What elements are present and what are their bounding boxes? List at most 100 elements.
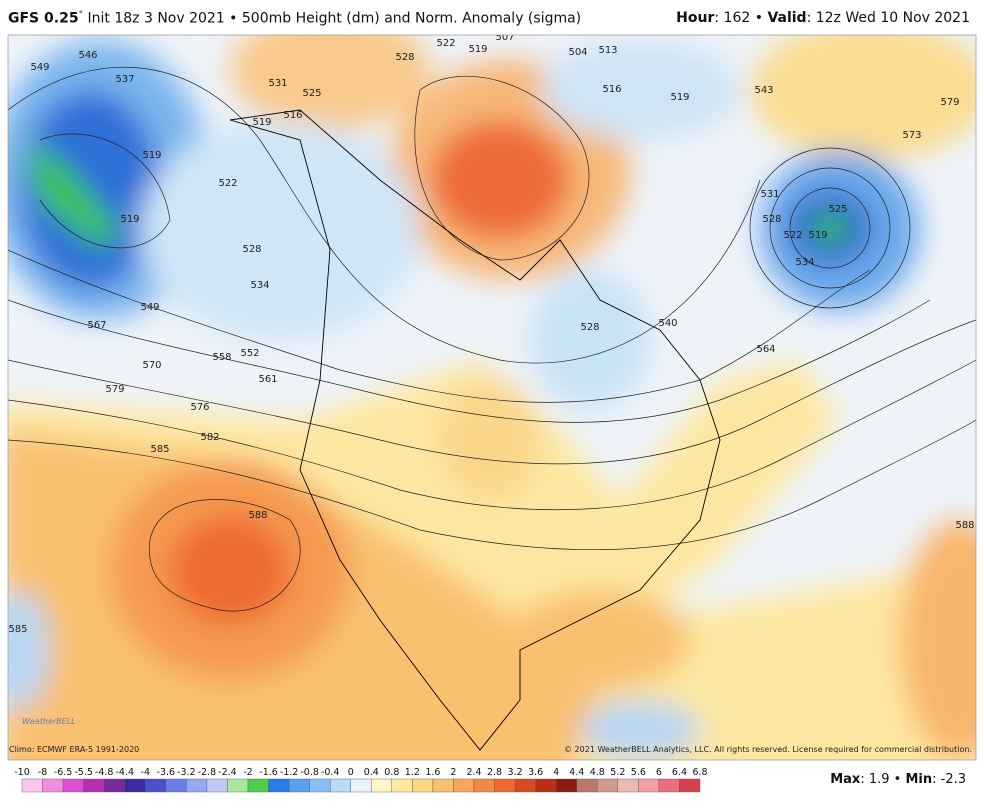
- contour-label: 561: [258, 374, 277, 385]
- contour-label: 549: [140, 302, 159, 313]
- colorbar-swatch: [432, 778, 454, 793]
- contour-label: 519: [808, 230, 827, 241]
- colorbar-swatch: [83, 778, 105, 793]
- colorbar-label: -1.2: [280, 767, 299, 778]
- contour-label: 567: [87, 320, 106, 331]
- colorbar-label: -2.4: [218, 767, 237, 778]
- colorbar-label: -4.8: [95, 767, 114, 778]
- colorbar-swatch: [124, 778, 146, 793]
- colorbar-label: -2.8: [198, 767, 217, 778]
- contour-label: 525: [302, 88, 321, 99]
- colorbar-swatch: [145, 778, 167, 793]
- colorbar-label: 0.8: [384, 767, 399, 778]
- colorbar-label: -10: [14, 767, 30, 778]
- colorbar-swatch: [350, 778, 372, 793]
- colorbar-label: 6: [656, 767, 662, 778]
- colorbar-label: -2: [243, 767, 252, 778]
- colorbar-label: 4: [553, 767, 559, 778]
- colorbar-swatch: [165, 778, 187, 793]
- contour-label: 528: [242, 244, 261, 255]
- stats: Max: 1.9 • Min: -2.3: [830, 772, 966, 787]
- contour-label: 516: [283, 110, 302, 121]
- colorbar-swatch: [42, 778, 64, 793]
- contour-label: 531: [268, 78, 287, 89]
- contour-label: 528: [762, 214, 781, 225]
- colorbar-swatch: [391, 778, 413, 793]
- colorbar-swatch: [576, 778, 598, 793]
- colorbar-label: 5.6: [631, 767, 646, 778]
- min: : -2.3: [932, 772, 966, 787]
- contour-label: 540: [658, 318, 677, 329]
- degree: °: [78, 10, 84, 20]
- contour-label: 585: [8, 624, 27, 635]
- contour-label: 573: [902, 130, 921, 141]
- contour-label: 585: [150, 444, 169, 455]
- colorbar-swatch: [494, 778, 516, 793]
- colorbar-swatch: [103, 778, 125, 793]
- colorbar-label: 3.2: [508, 767, 523, 778]
- colorbar-swatch: [247, 778, 269, 793]
- colorbar-label: 4.4: [569, 767, 584, 778]
- colorbar-swatch: [309, 778, 331, 793]
- colorbar-label: -1.6: [259, 767, 278, 778]
- contour-label: 552: [240, 348, 259, 359]
- contour-label: 543: [754, 85, 773, 96]
- contour-label: 528: [395, 52, 414, 63]
- colorbar-label: -4.4: [115, 767, 134, 778]
- colorbar-label: 6.4: [672, 767, 687, 778]
- contour-label: 570: [142, 360, 161, 371]
- colorbar-label: 5.2: [610, 767, 625, 778]
- colorbar-swatch: [658, 778, 680, 793]
- colorbar-swatch: [371, 778, 393, 793]
- colorbar-label: 6.8: [692, 767, 707, 778]
- contour-label: 576: [190, 402, 209, 413]
- colorbar-swatch: [21, 778, 43, 793]
- contour-label: 522: [783, 230, 802, 241]
- colorbar-swatch: [62, 778, 84, 793]
- colorbar-label: 4.8: [590, 767, 605, 778]
- contour-label: 516: [602, 84, 621, 95]
- colorbar-swatch: [638, 778, 660, 793]
- colorbar-label: -3.6: [157, 767, 176, 778]
- colorbar-label: 2.8: [487, 767, 502, 778]
- colorbar-swatch: [329, 778, 351, 793]
- colorbar-label: 1.2: [405, 767, 420, 778]
- copyright: © 2021 WeatherBELL Analytics, LLC. All r…: [564, 745, 972, 754]
- colorbar-swatch: [288, 778, 310, 793]
- colorbar-swatch: [453, 778, 475, 793]
- colorbar-swatch: [555, 778, 577, 793]
- colorbar-label: 0.4: [364, 767, 379, 778]
- colorbar-label: -8: [38, 767, 47, 778]
- contour-label: 564: [756, 344, 775, 355]
- model: GFS 0.25: [8, 10, 79, 27]
- contour-label: 528: [580, 322, 599, 333]
- colorbar-swatch: [597, 778, 619, 793]
- title: GFS 0.25° Init 18z 3 Nov 2021 • 500mb He…: [8, 10, 581, 27]
- colorbar-swatch: [186, 778, 208, 793]
- contour-label: 579: [940, 97, 959, 108]
- max: : 1.9 •: [860, 772, 906, 787]
- contour-label: 504: [568, 47, 587, 58]
- contour-label: 579: [105, 384, 124, 395]
- logo: WeatherBELL: [22, 717, 76, 726]
- contour-label: 519: [670, 92, 689, 103]
- colorbar-label: -0.4: [321, 767, 340, 778]
- init: Init 18z 3 Nov 2021 • 500mb Height (dm) …: [87, 10, 582, 27]
- colorbar-label: -6.5: [54, 767, 73, 778]
- contour-label: 519: [468, 44, 487, 55]
- colorbar-label: -0.8: [300, 767, 319, 778]
- contour-label: 522: [218, 178, 237, 189]
- climo: Climo: ECMWF ERA-5 1991-2020: [9, 745, 140, 754]
- colorbar-label: 2.4: [466, 767, 481, 778]
- contour-label: 534: [795, 257, 814, 268]
- contour-label: 546: [78, 50, 97, 61]
- colorbar-label: 2: [450, 767, 456, 778]
- colorbar-swatch: [617, 778, 639, 793]
- colorbar-label: 3.6: [528, 767, 543, 778]
- contour-label: 582: [200, 432, 219, 443]
- valid-label: Valid: [767, 10, 807, 26]
- colorbar-swatch: [473, 778, 495, 793]
- contour-label: 513: [598, 45, 617, 56]
